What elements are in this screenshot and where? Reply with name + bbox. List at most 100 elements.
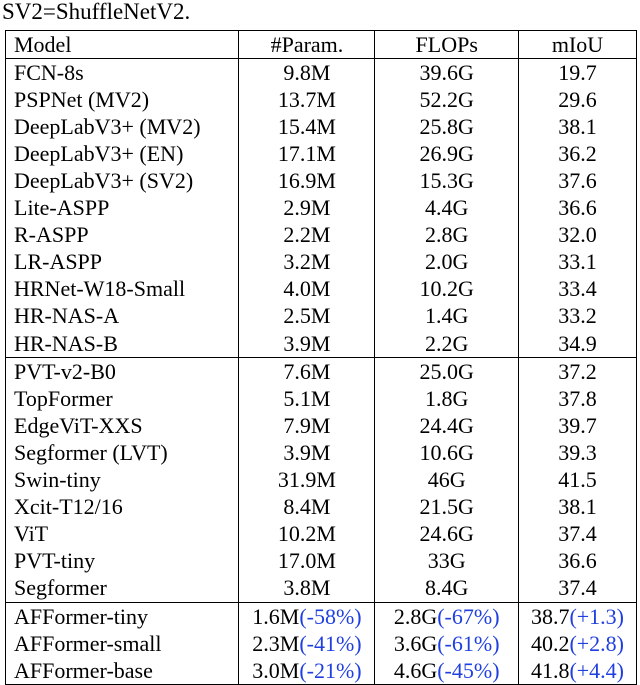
table-row: Xcit-T12/16 8.4M 21.5G 38.1 — [4, 493, 638, 521]
miou-cell: 19.7 — [517, 58, 638, 87]
miou-delta: (+4.4) — [569, 657, 624, 683]
table-row: PVT-v2-B0 7.6M 25.0G 37.2 — [4, 357, 638, 386]
table-row: AFFormer-small 2.3M(-41%) 3.6G(-61%) 40.2(+… — [4, 630, 638, 658]
model-value: ViT — [14, 521, 49, 547]
miou-cell: 40.2(+2.8) — [517, 630, 638, 658]
param-value: 16.9M — [277, 168, 336, 194]
model-cell: Segformer — [4, 574, 239, 603]
param-value: 3.2M — [283, 249, 331, 275]
param-value: 15.4M — [277, 113, 336, 139]
flops-value: 3.6G — [393, 630, 438, 656]
model-cell: R-ASPP — [4, 221, 239, 249]
param-value: 2.5M — [283, 303, 331, 329]
param-value: 17.1M — [277, 140, 336, 166]
flops-value: 39.6G — [419, 59, 474, 85]
miou-cell: 34.9 — [517, 330, 638, 358]
model-value: AFFormer-small — [14, 630, 162, 656]
param-cell: 2.2M — [238, 221, 375, 249]
model-value: FCN-8s — [14, 59, 84, 85]
group-transformer: PVT-v2-B0 7.6M 25.0G 37.2 TopFormer 5.1M 1.8G 3… — [4, 357, 638, 603]
flops-value: 52.2G — [419, 86, 474, 112]
param-value: 10.2M — [277, 521, 336, 547]
flops-delta: (-45%) — [437, 657, 500, 683]
param-value: 5.1M — [283, 385, 331, 411]
param-cell: 2.3M(-41%) — [238, 630, 375, 658]
miou-value: 37.2 — [558, 358, 597, 384]
flops-cell: 1.8G — [374, 385, 519, 413]
flops-cell: 4.4G — [374, 194, 519, 222]
param-value: 2.9M — [283, 195, 331, 221]
flops-cell: 25.8G — [374, 113, 519, 141]
miou-value: 39.7 — [558, 412, 597, 438]
flops-value: 4.6G — [393, 657, 438, 683]
miou-delta: (+1.3) — [569, 603, 624, 629]
miou-value: 38.1 — [558, 113, 597, 139]
miou-cell: 38.1 — [517, 113, 638, 141]
param-value: 7.6M — [283, 358, 331, 384]
miou-value: 36.6 — [558, 548, 597, 574]
miou-cell: 41.5 — [517, 466, 638, 494]
flops-cell: 10.6G — [374, 439, 519, 467]
miou-cell: 38.1 — [517, 493, 638, 521]
table-row: Swin-tiny 31.9M 46G 41.5 — [4, 466, 638, 494]
miou-value: 33.1 — [558, 249, 597, 275]
header-model: Model — [4, 30, 239, 59]
miou-cell: 36.6 — [517, 547, 638, 575]
model-cell: DeepLabV3+ (EN) — [4, 140, 239, 168]
model-value: HRNet-W18-Small — [14, 276, 186, 302]
flops-value: 4.4G — [425, 195, 469, 221]
model-value: HR-NAS-A — [14, 303, 120, 329]
model-value: Segformer — [14, 575, 107, 601]
model-cell: HRNet-W18-Small — [4, 275, 239, 303]
flops-cell: 2.8G(-67%) — [374, 602, 519, 631]
param-value: 17.0M — [277, 548, 336, 574]
param-cell: 2.9M — [238, 194, 375, 222]
miou-value: 37.6 — [558, 168, 597, 194]
flops-value: 8.4G — [425, 575, 469, 601]
miou-value: 38.1 — [558, 494, 597, 520]
table-row: LR-ASPP 3.2M 2.0G 33.1 — [4, 248, 638, 276]
table-row: DeepLabV3+ (SV2) 16.9M 15.3G 37.6 — [4, 167, 638, 195]
param-value: 9.8M — [283, 59, 331, 85]
flops-cell: 8.4G — [374, 574, 519, 603]
model-value: AFFormer-tiny — [14, 603, 148, 629]
miou-delta: (+2.8) — [569, 630, 624, 656]
model-value: LR-ASPP — [14, 249, 103, 275]
table-row: HRNet-W18-Small 4.0M 10.2G 33.4 — [4, 275, 638, 303]
flops-cell: 1.4G — [374, 302, 519, 331]
miou-value: 34.9 — [558, 330, 597, 356]
model-cell: FCN-8s — [4, 58, 239, 87]
param-value: 7.9M — [283, 412, 331, 438]
flops-value: 1.4G — [425, 303, 469, 329]
param-cell: 3.0M(-21%) — [238, 657, 375, 685]
header-miou: mIoU — [517, 30, 638, 59]
param-cell: 3.9M — [238, 439, 375, 467]
flops-value: 24.6G — [419, 521, 474, 547]
model-value: EdgeViT-XXS — [14, 412, 143, 438]
flops-value: 21.5G — [419, 494, 474, 520]
param-cell: 16.9M — [238, 167, 375, 195]
results-table: Model #Param. FLOPs mIoU FCN-8s 9.8M 39.6G… — [4, 30, 638, 685]
param-cell: 3.8M — [238, 574, 375, 603]
model-cell: AFFormer-tiny — [4, 602, 239, 631]
flops-value: 10.6G — [419, 439, 474, 465]
miou-cell: 41.8(+4.4) — [517, 657, 638, 685]
param-value: 3.9M — [283, 330, 331, 356]
param-value: 3.0M — [252, 657, 300, 683]
flops-cell: 4.6G(-45%) — [374, 657, 519, 685]
param-cell: 3.2M — [238, 248, 375, 276]
model-cell: AFFormer-base — [4, 657, 239, 685]
param-delta: (-21%) — [299, 657, 362, 683]
miou-value: 37.4 — [558, 575, 597, 601]
model-value: DeepLabV3+ (SV2) — [14, 168, 194, 194]
miou-value: 33.4 — [558, 276, 597, 302]
flops-value: 1.8G — [425, 385, 469, 411]
model-cell: EdgeViT-XXS — [4, 412, 239, 440]
model-cell: Xcit-T12/16 — [4, 493, 239, 521]
model-cell: TopFormer — [4, 385, 239, 413]
table-row: DeepLabV3+ (MV2) 15.4M 25.8G 38.1 — [4, 113, 638, 141]
miou-cell: 37.2 — [517, 357, 638, 386]
model-value: TopFormer — [14, 385, 113, 411]
model-value: DeepLabV3+ (MV2) — [14, 113, 201, 139]
miou-cell: 37.4 — [517, 574, 638, 603]
